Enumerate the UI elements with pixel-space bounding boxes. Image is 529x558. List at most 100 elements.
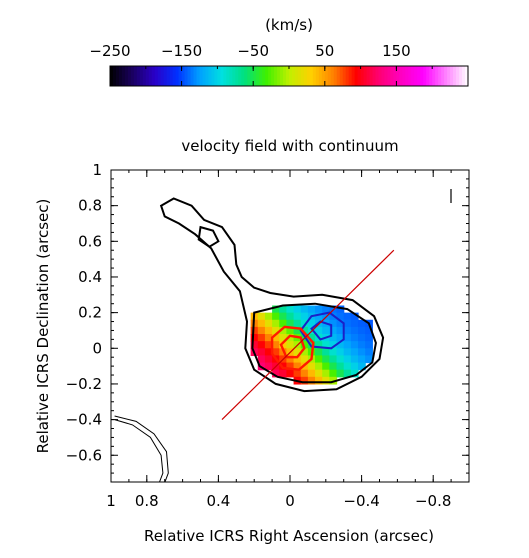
colorbar-swatch — [154, 66, 159, 86]
colorbar-swatch — [157, 66, 162, 86]
colorbar-swatch — [444, 66, 448, 86]
velocity-pixel — [322, 326, 330, 335]
velocity-pixel — [264, 355, 273, 364]
colorbar-swatch — [309, 66, 314, 86]
colorbar-swatch — [124, 66, 129, 86]
colorbar-tick-label: 50 — [315, 42, 334, 60]
colorbar-swatch — [163, 66, 168, 86]
velocity-pixel — [279, 334, 288, 342]
colorbar-swatch — [169, 66, 174, 86]
velocity-pixel — [322, 348, 330, 357]
colorbar-swatch — [256, 66, 260, 86]
velocity-pixel — [286, 305, 295, 314]
colorbar-swatch — [348, 66, 353, 86]
y-tick-label: 0.2 — [78, 304, 102, 322]
colorbar-swatch — [438, 66, 442, 86]
velocity-pixel — [272, 326, 280, 335]
colorbar-tick-label: −250 — [89, 42, 130, 60]
velocity-pixel — [315, 348, 323, 357]
colorbar-swatch — [190, 66, 195, 86]
colorbar-swatch — [420, 66, 424, 86]
colorbar-swatch — [268, 66, 272, 86]
colorbar-swatch — [411, 66, 415, 86]
velocity-pixel — [307, 319, 316, 328]
velocity-pixel — [350, 326, 359, 335]
velocity-pixel — [279, 319, 288, 328]
colorbar-swatch — [429, 66, 433, 86]
velocity-pixel — [300, 312, 309, 321]
colorbar-swatch — [351, 66, 356, 86]
colorbar-swatch — [363, 66, 368, 86]
colorbar-swatch — [286, 66, 290, 86]
colorbar: (km/s) −250 −150 −50 50 150 — [89, 16, 469, 87]
velocity-pixel — [300, 376, 309, 385]
colorbar-swatch — [265, 66, 269, 86]
colorbar-swatch — [280, 66, 284, 86]
velocity-pixel — [307, 334, 316, 342]
velocity-pixel — [329, 334, 338, 342]
velocity-pixel — [350, 341, 359, 349]
beam-ellipse — [114, 415, 169, 482]
colorbar-swatch — [214, 66, 218, 86]
colorbar-swatch — [247, 66, 251, 86]
velocity-pixel — [329, 355, 338, 364]
colorbar-swatch — [456, 66, 460, 86]
colorbar-swatch — [342, 66, 347, 86]
velocity-pixel — [315, 326, 323, 335]
colorbar-swatch — [202, 66, 207, 86]
colorbar-swatch — [145, 66, 150, 86]
colorbar-swatch — [208, 66, 213, 86]
blue-contour — [299, 311, 345, 350]
colorbar-swatch — [303, 66, 308, 86]
velocity-pixel — [315, 312, 323, 321]
colorbar-ticks: −250 −150 −50 50 150 — [89, 42, 469, 86]
velocity-pixel — [307, 341, 316, 349]
colorbar-swatch — [336, 66, 341, 86]
colorbar-swatch — [426, 66, 430, 86]
colorbar-swatch — [402, 66, 406, 86]
velocity-pixel — [343, 334, 352, 342]
colorbar-swatch — [130, 66, 135, 86]
velocity-pixel — [293, 355, 302, 364]
velocity-pixel — [286, 355, 295, 364]
red-contour — [270, 325, 315, 371]
colorbar-swatch — [181, 66, 186, 86]
colorbar-swatch — [372, 66, 377, 86]
velocity-pixel — [286, 362, 295, 371]
colorbar-unit-label: (km/s) — [265, 16, 313, 34]
velocity-pixel — [350, 362, 359, 371]
velocity-pixel — [272, 312, 280, 321]
colorbar-swatch — [339, 66, 344, 86]
colorbar-swatch — [315, 66, 320, 86]
colorbar-swatch — [148, 66, 153, 86]
velocity-pixel — [336, 355, 345, 364]
colorbar-swatch — [193, 66, 198, 86]
velocity-pixel — [300, 369, 309, 378]
colorbar-swatch — [345, 66, 350, 86]
colorbar-tick-label: 150 — [382, 42, 411, 60]
colorbar-swatch — [414, 66, 418, 86]
velocity-pixel — [336, 348, 345, 357]
colorbar-swatch — [321, 66, 326, 86]
velocity-pixel — [264, 326, 273, 335]
colorbar-swatch — [232, 66, 236, 86]
colorbar-swatch — [297, 66, 302, 86]
velocity-pixel — [329, 341, 338, 349]
red-contour — [279, 334, 306, 359]
colorbar-swatch — [465, 66, 469, 86]
velocity-pixel — [322, 376, 330, 385]
colorbar-swatch — [235, 66, 239, 86]
colorbar-swatch — [226, 66, 230, 86]
velocity-pixel — [336, 312, 345, 321]
colorbar-swatch — [110, 66, 114, 86]
x-tick-label: 0 — [285, 492, 295, 510]
velocity-pixel — [343, 312, 352, 321]
x-tick-label: 0.4 — [206, 492, 230, 510]
colorbar-swatch — [381, 66, 386, 86]
colorbar-swatch — [462, 66, 466, 86]
continuum-contour — [197, 225, 220, 248]
velocity-pixel — [343, 326, 352, 335]
velocity-pixel — [257, 334, 266, 342]
velocity-pixel — [365, 348, 373, 357]
velocity-pixel — [350, 312, 359, 321]
